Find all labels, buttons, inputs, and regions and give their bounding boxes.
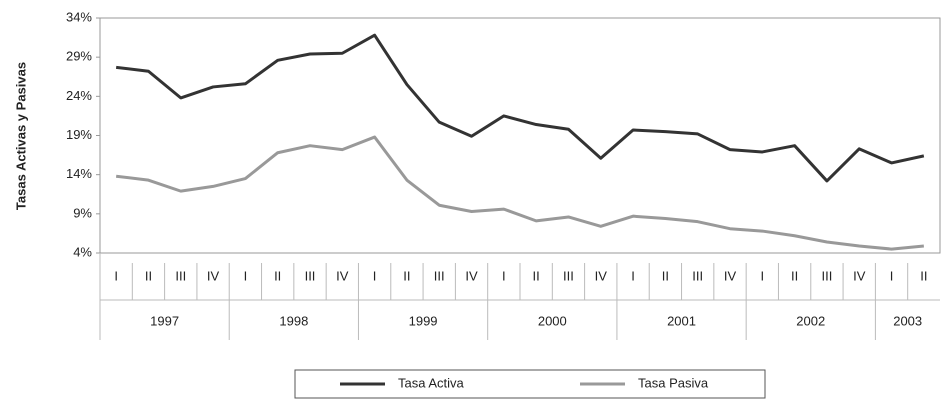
y-tick-label: 9% xyxy=(73,205,92,220)
year-label: 2002 xyxy=(796,313,825,328)
y-tick-label: 19% xyxy=(66,127,92,142)
x-tick-label: III xyxy=(692,268,703,283)
x-tick-label: IV xyxy=(724,268,737,283)
y-tick-label: 34% xyxy=(66,9,92,24)
x-tick-label: II xyxy=(274,268,281,283)
x-tick-label: II xyxy=(791,268,798,283)
x-tick-label: III xyxy=(822,268,833,283)
x-tick-label: I xyxy=(631,268,635,283)
y-axis-title: Tasas Activas y Pasivas xyxy=(13,62,28,210)
x-tick-label: II xyxy=(403,268,410,283)
year-label: 1997 xyxy=(150,313,179,328)
x-tick-label: I xyxy=(114,268,118,283)
x-tick-label: IV xyxy=(465,268,478,283)
year-label: 2001 xyxy=(667,313,696,328)
x-tick-label: IV xyxy=(595,268,608,283)
x-tick-label: I xyxy=(502,268,506,283)
series-line xyxy=(115,33,925,183)
x-tick-label: II xyxy=(662,268,669,283)
y-tick-label: 4% xyxy=(73,244,92,259)
x-tick-label: II xyxy=(533,268,540,283)
x-tick-label: IV xyxy=(207,268,220,283)
x-tick-label: I xyxy=(890,268,894,283)
y-tick-label: 14% xyxy=(66,166,92,181)
x-tick-label: I xyxy=(373,268,377,283)
x-tick-label: III xyxy=(563,268,574,283)
legend-label: Tasa Activa xyxy=(398,375,465,390)
x-tick-label: II xyxy=(145,268,152,283)
x-tick-label: III xyxy=(434,268,445,283)
x-tick-label: II xyxy=(920,268,927,283)
year-label: 2003 xyxy=(893,313,922,328)
x-tick-label: IV xyxy=(853,268,866,283)
y-tick-label: 24% xyxy=(66,88,92,103)
legend-label: Tasa Pasiva xyxy=(638,375,709,390)
x-tick-label: III xyxy=(175,268,186,283)
series-line xyxy=(115,135,924,251)
x-tick-label: I xyxy=(760,268,764,283)
plot-frame xyxy=(99,17,941,254)
x-tick-label: I xyxy=(244,268,248,283)
x-tick-label: III xyxy=(305,268,316,283)
year-label: 1998 xyxy=(279,313,308,328)
x-tick-label: IV xyxy=(336,268,349,283)
year-label: 2000 xyxy=(538,313,567,328)
y-tick-label: 29% xyxy=(66,49,92,64)
year-label: 1999 xyxy=(409,313,438,328)
